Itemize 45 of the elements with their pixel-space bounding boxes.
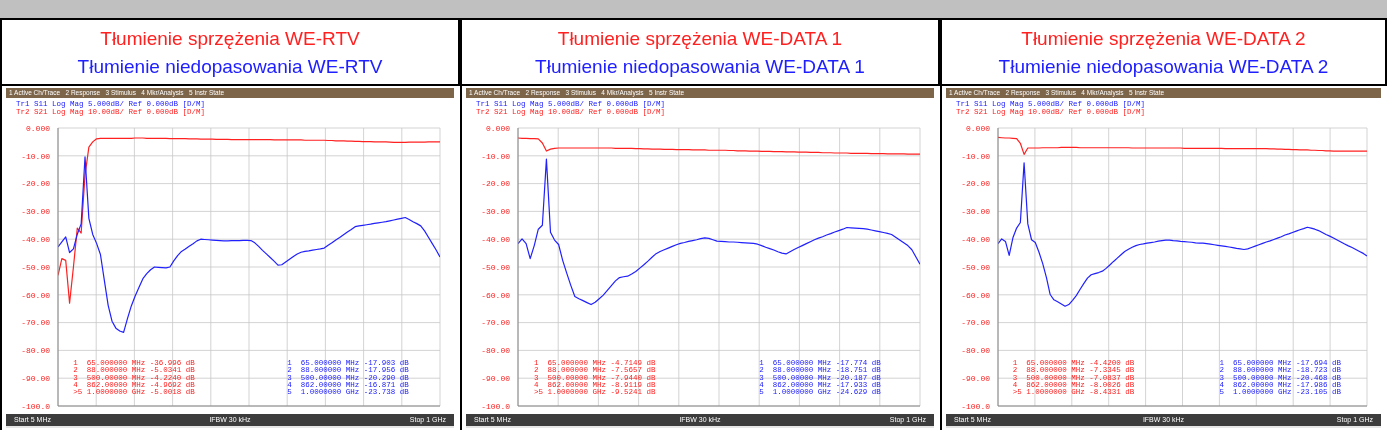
- y-tick-label: -30.00: [961, 207, 991, 217]
- y-tick-label: -80.00: [961, 346, 991, 356]
- y-tick-label: -80.00: [21, 346, 51, 356]
- chart-title: Tłumienie sprzężenia WE-DATA 2: [1020, 27, 1307, 51]
- y-tick-label: -60.00: [481, 290, 511, 300]
- y-tick-label: -50.00: [961, 262, 991, 272]
- chart-subtitle: Tłumienie niedopasowania WE-DATA 1: [534, 55, 866, 79]
- y-tick-label: 0.000: [485, 123, 511, 133]
- y-tick-label: -90.00: [961, 374, 991, 384]
- y-tick-label: -40.00: [961, 235, 991, 245]
- y-tick-label: -60.00: [21, 290, 51, 300]
- chart-title: Tłumienie sprzężenia WE-RTV: [99, 27, 361, 51]
- y-tick-label: -70.00: [481, 318, 511, 328]
- line-series: [518, 137, 920, 155]
- y-tick-label: -30.00: [21, 207, 51, 217]
- y-tick-label: -20.00: [961, 179, 991, 189]
- line-series: [518, 158, 920, 306]
- y-tick-label: -10.00: [961, 151, 991, 161]
- y-tick-label: -100.0: [481, 401, 511, 411]
- line-series: [58, 137, 440, 304]
- y-tick-label: -80.00: [481, 346, 511, 356]
- y-tick-label: -100.0: [961, 401, 991, 411]
- chart-title: Tłumienie sprzężenia WE-DATA 1: [556, 27, 844, 51]
- y-tick-label: -70.00: [961, 318, 991, 328]
- chart-subtitle: Tłumienie niedopasowania WE-DATA 2: [997, 55, 1330, 79]
- y-tick-label: -50.00: [21, 262, 51, 272]
- y-tick-label: -100.0: [21, 401, 51, 411]
- y-tick-label: -50.00: [481, 262, 511, 272]
- y-tick-label: -20.00: [481, 179, 511, 189]
- line-series: [58, 156, 440, 333]
- y-tick-label: -10.00: [21, 151, 51, 161]
- line-series: [998, 136, 1367, 156]
- y-tick-label: -40.00: [481, 235, 511, 245]
- y-tick-label: -40.00: [21, 235, 51, 245]
- y-tick-label: -60.00: [961, 290, 991, 300]
- y-tick-label: -70.00: [21, 318, 51, 328]
- chart-subtitle: Tłumienie niedopasowania WE-RTV: [76, 55, 384, 79]
- y-tick-label: -10.00: [481, 151, 511, 161]
- y-tick-label: -20.00: [21, 179, 51, 189]
- y-tick-label: 0.000: [965, 123, 991, 133]
- line-series: [998, 162, 1367, 307]
- y-tick-label: -30.00: [481, 207, 511, 217]
- y-tick-label: -90.00: [481, 374, 511, 384]
- y-tick-label: -90.00: [21, 374, 51, 384]
- y-tick-label: 0.000: [25, 123, 51, 133]
